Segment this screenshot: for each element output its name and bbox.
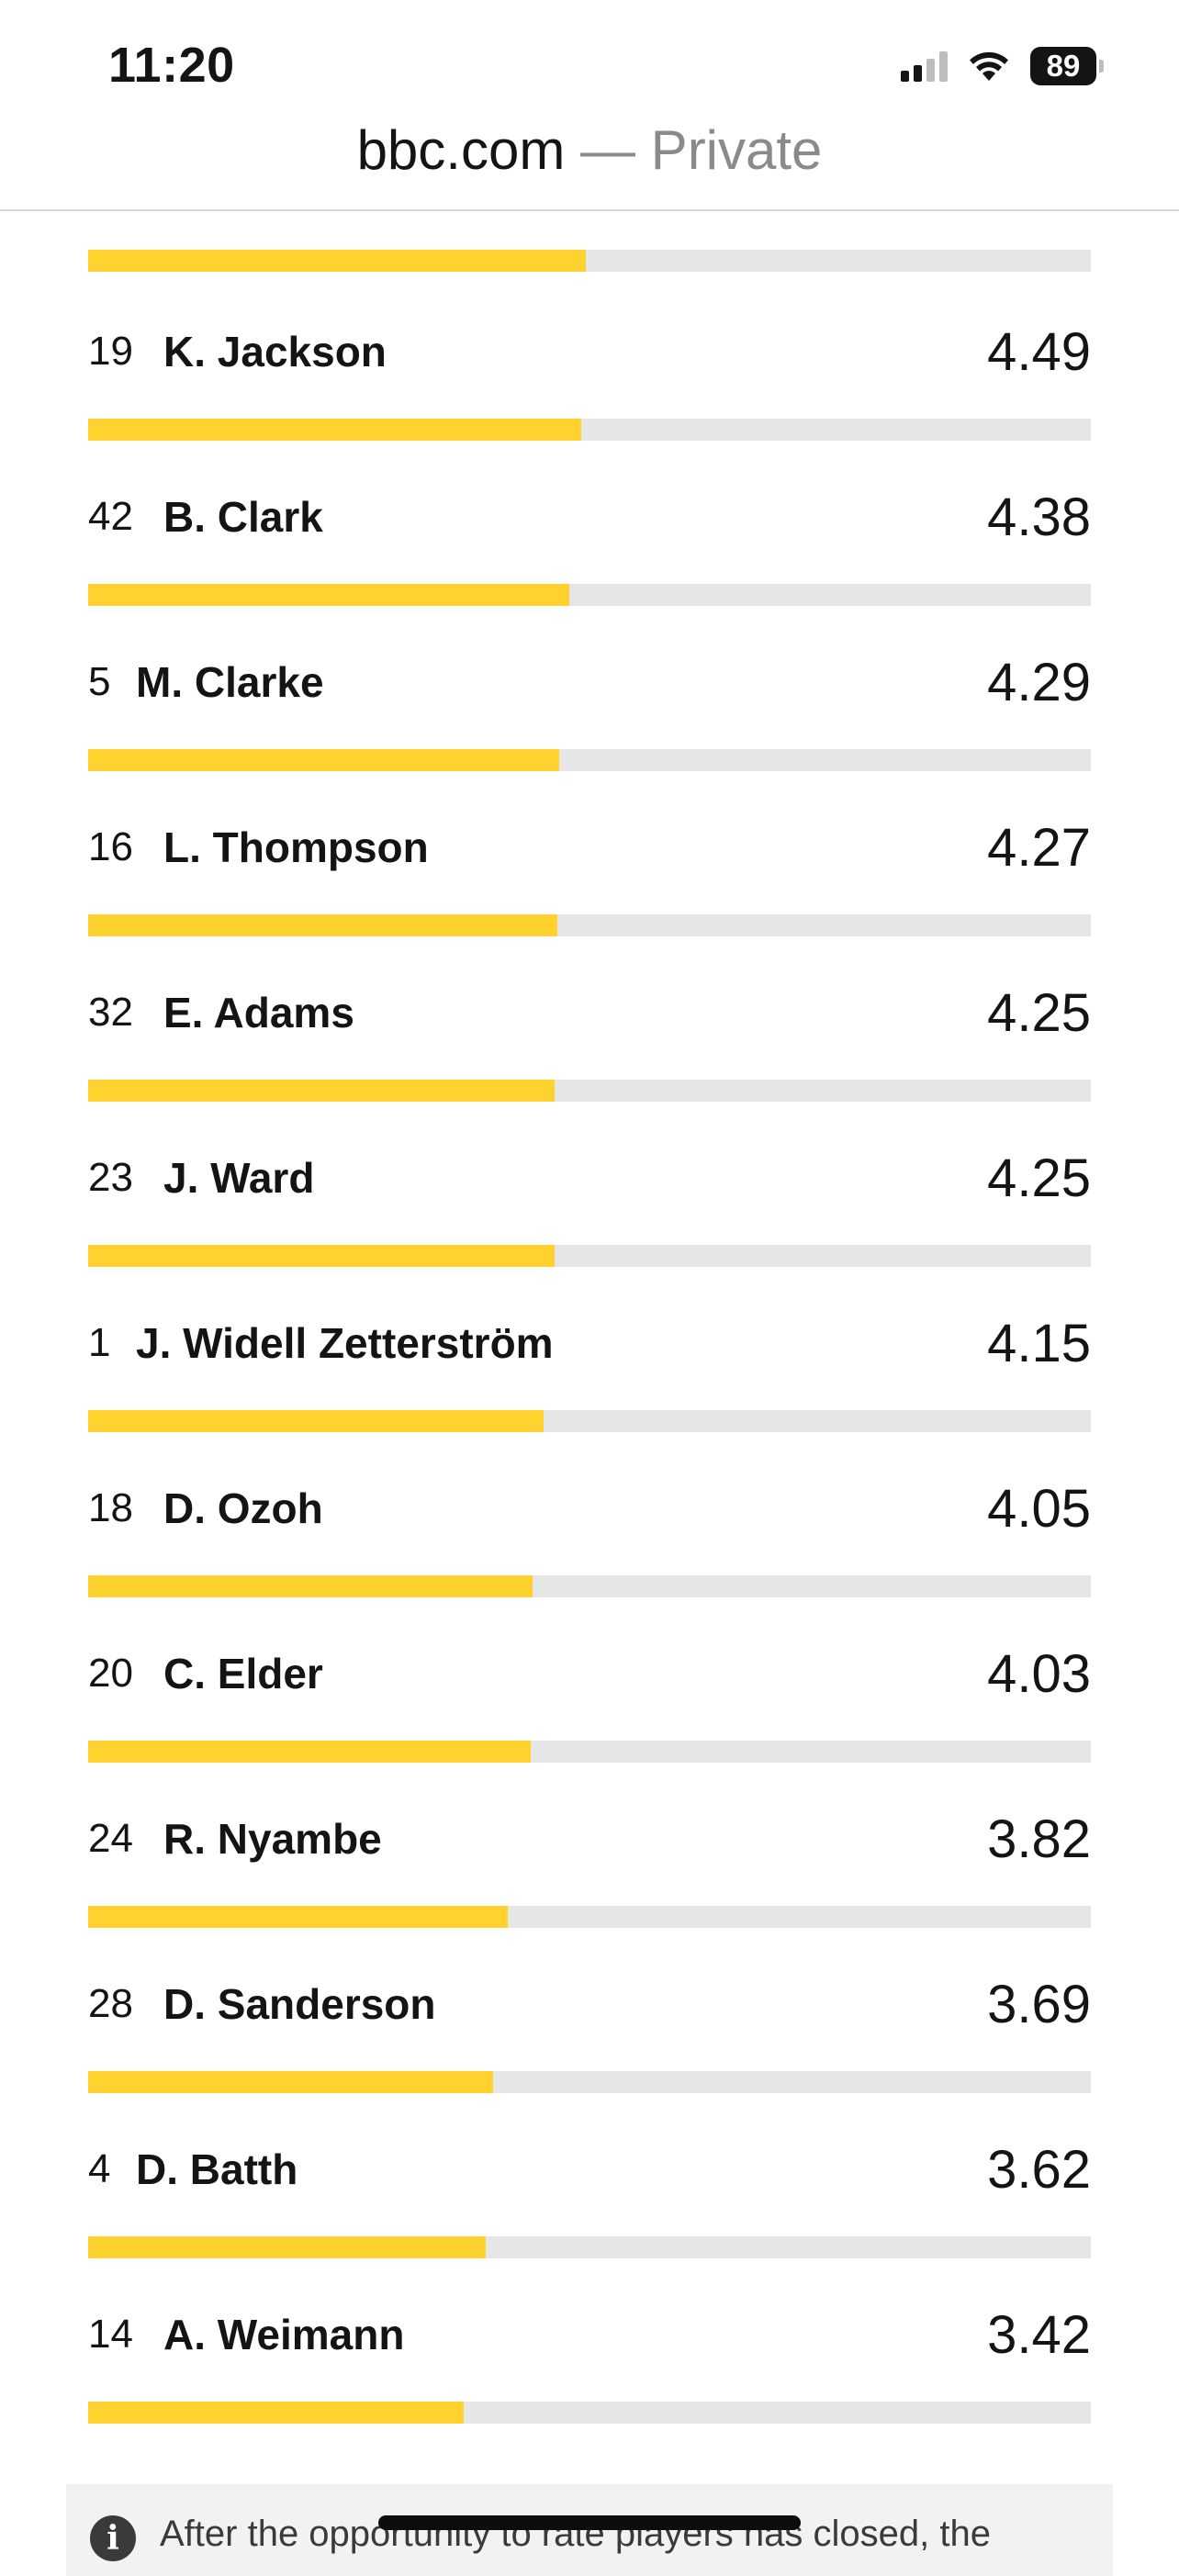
player-name: D. Ozoh [163,1484,323,1532]
rating-bar-track [88,1410,1091,1432]
player-rating: 4.25 [987,983,1091,1043]
rating-bar-fill [88,2236,486,2258]
player-number: 5 [88,659,111,704]
player-rating: 3.42 [987,2305,1091,2365]
player-rating: 3.62 [987,2140,1091,2200]
info-icon: i [90,2515,136,2561]
player-name: J. Ward [163,1154,315,1202]
player-name: C. Elder [163,1650,323,1697]
player-rating: 4.03 [987,1644,1091,1704]
player-rating: 3.69 [987,1975,1091,2034]
player-number: 1 [88,1320,111,1365]
browser-header: 11:20 89 bbc.com — Private [0,0,1179,211]
rating-bar-track [88,749,1091,771]
player-row: 19 K. Jackson 4.49 [88,308,1091,474]
rating-bar-track [88,1906,1091,1928]
rating-bar-track [88,1741,1091,1763]
rating-bar-fill [88,2402,464,2424]
address-mode: Private [650,119,823,181]
player-row: 42 B. Clark 4.38 [88,474,1091,639]
player-row-partial [88,250,1091,274]
rating-bar-track [88,419,1091,441]
rating-bar-fill [88,1080,555,1102]
player-number: 20 [88,1651,133,1696]
player-name: K. Jackson [163,328,387,375]
rating-bar-track [88,914,1091,936]
player-name: A. Weimann [163,2311,405,2358]
address-separator: — [565,119,651,181]
rating-bar-track [88,250,1091,272]
rating-bar-fill [88,2071,493,2093]
rating-bar-fill [88,1906,508,1928]
player-name: R. Nyambe [163,1815,382,1863]
address-bar[interactable]: bbc.com — Private [0,118,1179,184]
status-time: 11:20 [108,38,235,93]
info-notice: i After the opportunity to rate players … [66,2484,1113,2576]
rating-bar-track [88,1080,1091,1102]
player-number: 42 [88,494,133,539]
player-number: 28 [88,1981,133,2026]
player-rating: 4.38 [987,487,1091,547]
rating-bar-fill [88,250,586,272]
player-name: J. Widell Zetterström [136,1319,554,1367]
player-row: 28 D. Sanderson 3.69 [88,1961,1091,2126]
wifi-icon [970,51,1008,81]
player-rating: 4.49 [987,322,1091,382]
player-rating: 4.27 [987,818,1091,878]
player-rating: 4.25 [987,1148,1091,1208]
player-name: M. Clarke [136,658,324,706]
rating-bar-fill [88,1741,531,1763]
cellular-signal-icon [901,50,948,82]
battery-level: 89 [1030,47,1096,85]
rating-bar-track [88,584,1091,606]
rating-bar-fill [88,1410,544,1432]
rating-bar-track [88,1575,1091,1597]
rating-bar-track [88,2071,1091,2093]
rating-bar-fill [88,584,569,606]
player-row: 32 E. Adams 4.25 [88,969,1091,1135]
address-domain: bbc.com [356,119,566,181]
player-number: 24 [88,1816,133,1861]
rating-bar-track [88,2402,1091,2424]
player-number: 16 [88,824,133,869]
player-rating: 4.15 [987,1314,1091,1373]
rating-bar-fill [88,914,557,936]
status-icons: 89 [901,44,1104,88]
rating-bar-fill [88,1575,533,1597]
player-number: 18 [88,1485,133,1530]
player-row: 1 J. Widell Zetterström 4.15 [88,1300,1091,1465]
rating-bar-track [88,2236,1091,2258]
home-indicator[interactable] [378,2515,801,2530]
player-name: D. Batth [136,2145,298,2193]
player-row: 23 J. Ward 4.25 [88,1135,1091,1300]
player-row: 5 M. Clarke 4.29 [88,639,1091,804]
rating-bar-fill [88,419,581,441]
player-number: 19 [88,329,133,374]
player-row: 4 D. Batth 3.62 [88,2126,1091,2291]
player-number: 4 [88,2146,111,2191]
player-row: 20 C. Elder 4.03 [88,1630,1091,1796]
player-rating: 4.05 [987,1479,1091,1539]
battery-icon: 89 [1030,47,1104,85]
player-row: 18 D. Ozoh 4.05 [88,1465,1091,1630]
player-rating: 3.82 [987,1809,1091,1869]
player-name: B. Clark [163,493,323,541]
player-name: L. Thompson [163,823,429,871]
rating-bar-track [88,1245,1091,1267]
player-rating: 4.29 [987,653,1091,712]
player-number: 23 [88,1155,133,1200]
rating-bar-fill [88,1245,555,1267]
player-row: 24 R. Nyambe 3.82 [88,1796,1091,1961]
player-row: 16 L. Thompson 4.27 [88,804,1091,969]
player-name: E. Adams [163,989,354,1036]
player-name: D. Sanderson [163,1980,436,2028]
player-number: 14 [88,2312,133,2357]
player-number: 32 [88,990,133,1035]
rating-bar-fill [88,749,559,771]
player-row: 14 A. Weimann 3.42 [88,2291,1091,2457]
